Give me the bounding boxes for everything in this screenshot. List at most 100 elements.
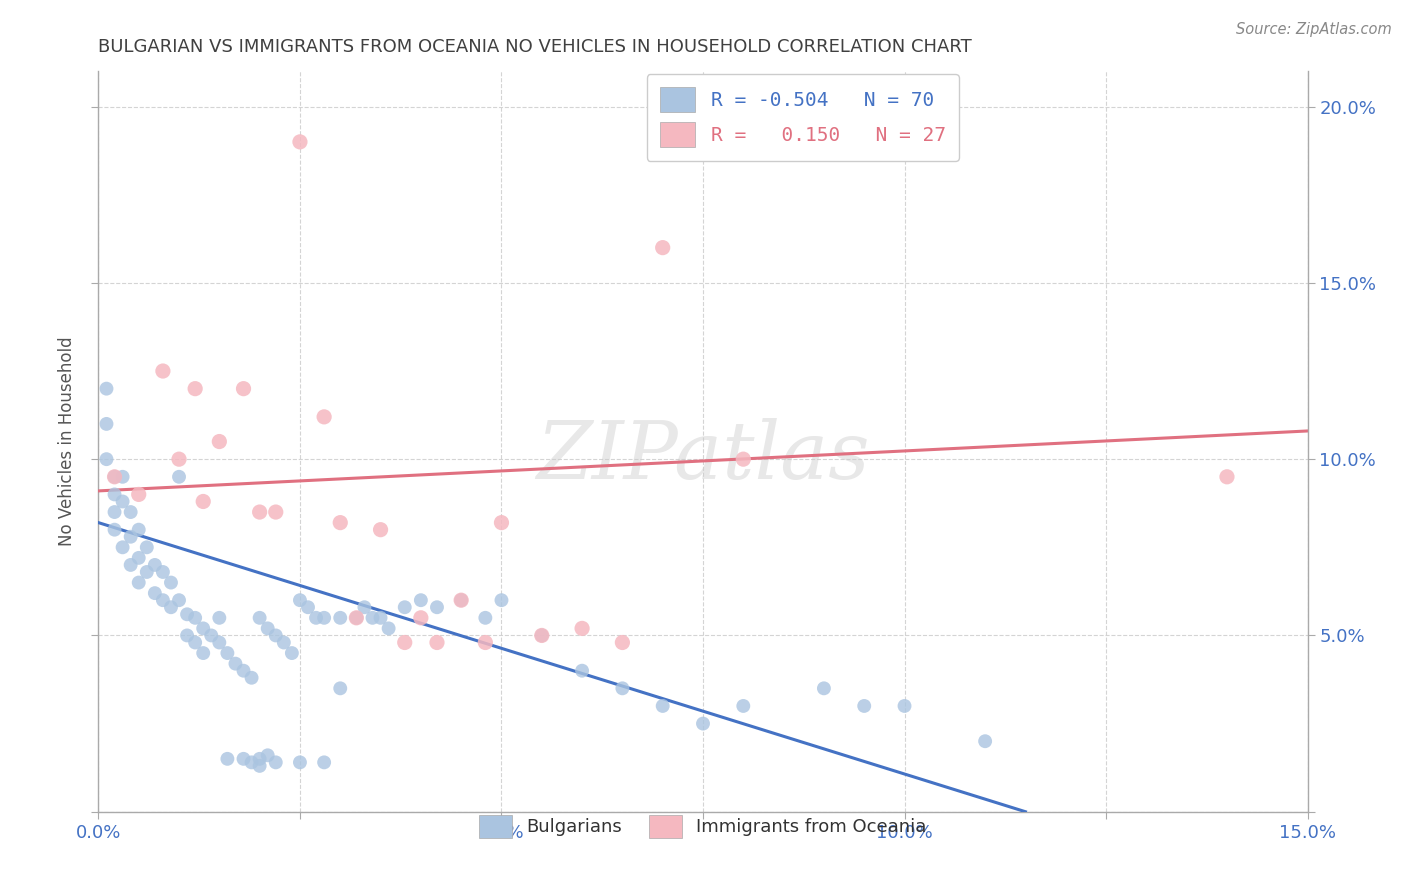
Point — [120, 505, 142, 519]
Point — [143, 586, 166, 600]
Point — [103, 523, 125, 537]
Point — [651, 241, 673, 255]
Point — [200, 628, 222, 642]
Point — [651, 698, 673, 713]
Point — [184, 382, 207, 396]
Point — [184, 611, 207, 625]
Point — [893, 698, 915, 713]
Point — [370, 523, 392, 537]
Point — [128, 523, 150, 537]
Point — [143, 558, 166, 572]
Point — [394, 600, 416, 615]
Point — [167, 470, 190, 484]
Point — [217, 646, 239, 660]
Point — [344, 611, 367, 625]
Point — [120, 558, 142, 572]
Point — [208, 434, 231, 449]
Point — [344, 611, 367, 625]
Point — [249, 752, 271, 766]
Point — [224, 657, 246, 671]
Point — [329, 611, 352, 625]
Point — [193, 646, 215, 660]
Legend: Bulgarians, Immigrants from Oceania: Bulgarians, Immigrants from Oceania — [471, 805, 935, 847]
Point — [249, 759, 271, 773]
Point — [692, 716, 714, 731]
Point — [135, 541, 157, 555]
Point — [217, 752, 239, 766]
Point — [193, 621, 215, 635]
Point — [571, 664, 593, 678]
Point — [208, 611, 231, 625]
Point — [184, 635, 207, 649]
Point — [612, 681, 634, 696]
Point — [288, 135, 311, 149]
Point — [256, 621, 278, 635]
Point — [152, 565, 174, 579]
Point — [409, 593, 432, 607]
Point — [96, 417, 118, 431]
Point — [167, 593, 190, 607]
Point — [297, 600, 319, 615]
Point — [530, 628, 553, 642]
Point — [111, 494, 134, 508]
Point — [111, 541, 134, 555]
Point — [176, 628, 198, 642]
Point — [273, 635, 295, 649]
Point — [264, 628, 287, 642]
Point — [329, 516, 352, 530]
Point — [426, 635, 449, 649]
Point — [135, 565, 157, 579]
Point — [103, 487, 125, 501]
Point — [491, 593, 513, 607]
Point — [152, 593, 174, 607]
Point — [208, 635, 231, 649]
Point — [612, 635, 634, 649]
Point — [264, 756, 287, 770]
Point — [305, 611, 328, 625]
Point — [240, 671, 263, 685]
Point — [426, 600, 449, 615]
Y-axis label: No Vehicles in Household: No Vehicles in Household — [58, 336, 76, 547]
Point — [1216, 470, 1239, 484]
Point — [409, 611, 432, 625]
Point — [240, 756, 263, 770]
Point — [474, 611, 496, 625]
Point — [232, 752, 254, 766]
Point — [249, 505, 271, 519]
Point — [111, 470, 134, 484]
Point — [96, 452, 118, 467]
Point — [314, 409, 336, 424]
Point — [120, 530, 142, 544]
Point — [264, 505, 287, 519]
Point — [394, 635, 416, 649]
Point — [152, 364, 174, 378]
Point — [474, 635, 496, 649]
Point — [491, 516, 513, 530]
Point — [288, 756, 311, 770]
Point — [128, 550, 150, 565]
Point — [96, 382, 118, 396]
Point — [853, 698, 876, 713]
Point — [103, 505, 125, 519]
Point — [813, 681, 835, 696]
Point — [128, 575, 150, 590]
Point — [103, 470, 125, 484]
Point — [176, 607, 198, 622]
Point — [281, 646, 304, 660]
Point — [974, 734, 997, 748]
Point — [288, 593, 311, 607]
Point — [329, 681, 352, 696]
Point — [353, 600, 375, 615]
Point — [571, 621, 593, 635]
Point — [733, 698, 755, 713]
Point — [450, 593, 472, 607]
Point — [160, 575, 183, 590]
Point — [193, 494, 215, 508]
Point — [377, 621, 399, 635]
Point — [314, 756, 336, 770]
Point — [733, 452, 755, 467]
Point — [160, 600, 183, 615]
Point — [370, 611, 392, 625]
Point — [128, 487, 150, 501]
Point — [103, 470, 125, 484]
